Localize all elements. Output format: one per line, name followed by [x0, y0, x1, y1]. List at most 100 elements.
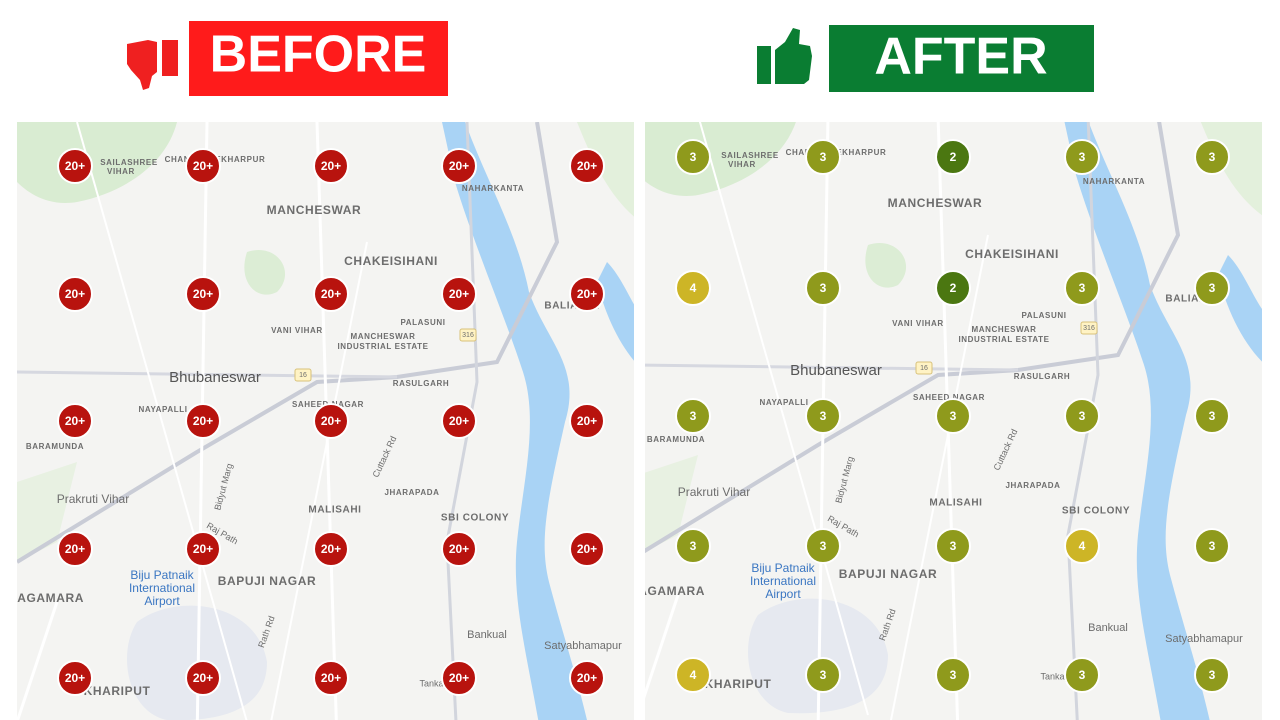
after-label: AFTER: [874, 28, 1047, 86]
cluster-marker: 20+: [441, 276, 477, 312]
marker-count: 3: [1079, 281, 1086, 295]
marker-count: 20+: [321, 414, 341, 428]
map-label: Bankual: [1088, 622, 1128, 634]
road-shield: [915, 361, 933, 375]
map-label: Airport: [765, 587, 801, 601]
marker-count: 20+: [449, 542, 469, 556]
marker-count: 20+: [577, 159, 597, 173]
map-label: NAHARKANTA: [462, 184, 524, 193]
marker-count: 20+: [65, 414, 85, 428]
map-label: Prakruti Vihar: [57, 492, 129, 506]
cluster-marker: 3: [805, 270, 841, 306]
marker-circle: [805, 398, 841, 434]
cluster-marker: 3: [935, 657, 971, 693]
cluster-marker: 20+: [313, 403, 349, 439]
label-box: [829, 25, 1094, 92]
marker-circle: [185, 148, 221, 184]
map-label: KHARIPUT: [84, 684, 151, 698]
map-label: JAGAMARA: [10, 591, 84, 605]
cluster-marker: 20+: [57, 148, 93, 184]
marker-circle: [935, 398, 971, 434]
map-label: MANCHESWAR: [350, 332, 415, 341]
marker-count: 20+: [65, 287, 85, 301]
marker-circle: [805, 270, 841, 306]
marker-count: 3: [690, 150, 697, 164]
map-label: NAYAPALLI: [138, 405, 187, 414]
cluster-marker: 2: [935, 139, 971, 175]
cluster-marker: 3: [675, 139, 711, 175]
marker-circle: [569, 531, 605, 567]
marker-count: 20+: [193, 671, 213, 685]
thumbs-up-icon-cuff: [757, 46, 771, 84]
marker-count: 20+: [577, 542, 597, 556]
map-label: SAHEED NAGAR: [913, 393, 985, 402]
cluster-marker: 3: [805, 657, 841, 693]
cluster-marker: 3: [675, 398, 711, 434]
marker-count: 20+: [449, 414, 469, 428]
marker-circle: [1064, 398, 1100, 434]
road-shield: [459, 328, 477, 342]
marker-count: 20+: [321, 287, 341, 301]
cluster-marker: 3: [1194, 528, 1230, 564]
marker-circle: [1194, 139, 1230, 175]
marker-count: 3: [950, 539, 957, 553]
map-label: International: [129, 581, 195, 595]
marker-count: 20+: [577, 414, 597, 428]
map-label: VANI VIHAR: [892, 319, 944, 328]
marker-count: 20+: [193, 542, 213, 556]
marker-circle: [185, 276, 221, 312]
marker-circle: [805, 139, 841, 175]
map-label: BALIANTA: [1165, 294, 1220, 305]
marker-count: 3: [690, 539, 697, 553]
marker-count: 3: [1209, 409, 1216, 423]
cluster-marker: 20+: [569, 660, 605, 696]
cluster-marker: 20+: [441, 148, 477, 184]
marker-count: 3: [820, 539, 827, 553]
marker-circle: [675, 139, 711, 175]
map-label: RASULGARH: [393, 379, 450, 388]
map-label: RASULGARH: [1014, 372, 1071, 381]
map-label: MALISAHI: [308, 505, 361, 516]
marker-circle: [441, 660, 477, 696]
before-label: BEFORE: [210, 26, 427, 84]
cluster-marker: 20+: [185, 531, 221, 567]
cluster-marker: 20+: [441, 531, 477, 567]
cluster-marker: 20+: [441, 660, 477, 696]
map-label: Satyabhamapur: [1165, 633, 1243, 645]
cluster-marker: 20+: [185, 148, 221, 184]
marker-count: 4: [690, 668, 697, 682]
cluster-marker: 4: [1064, 528, 1100, 564]
marker-count: 3: [950, 409, 957, 423]
marker-circle: [675, 398, 711, 434]
marker-circle: [935, 139, 971, 175]
cluster-marker: 3: [1064, 657, 1100, 693]
map-label: JAGAMARA: [631, 584, 705, 598]
marker-circle: [441, 403, 477, 439]
cluster-marker: 3: [1064, 139, 1100, 175]
map-label: International: [750, 574, 816, 588]
map-label: VIHAR: [728, 160, 756, 169]
cluster-marker: 3: [675, 528, 711, 564]
map-label: NAHARKANTA: [1083, 177, 1145, 186]
marker-circle: [805, 528, 841, 564]
marker-circle: [57, 531, 93, 567]
marker-circle: [313, 403, 349, 439]
cluster-marker: 20+: [569, 531, 605, 567]
marker-count: 20+: [193, 159, 213, 173]
marker-circle: [569, 276, 605, 312]
cluster-marker: 20+: [441, 403, 477, 439]
map-label: MANCHESWAR: [971, 325, 1036, 334]
marker-count: 3: [950, 668, 957, 682]
marker-count: 3: [1079, 668, 1086, 682]
marker-count: 3: [1079, 150, 1086, 164]
marker-circle: [675, 528, 711, 564]
marker-circle: [57, 276, 93, 312]
cluster-marker: 20+: [57, 276, 93, 312]
marker-circle: [185, 660, 221, 696]
marker-circle: [675, 657, 711, 693]
map-label: NAYAPALLI: [759, 398, 808, 407]
cluster-marker: 3: [1194, 657, 1230, 693]
map-label: Biju Patnaik: [130, 568, 194, 582]
marker-circle: [569, 660, 605, 696]
cluster-marker: 4: [675, 657, 711, 693]
